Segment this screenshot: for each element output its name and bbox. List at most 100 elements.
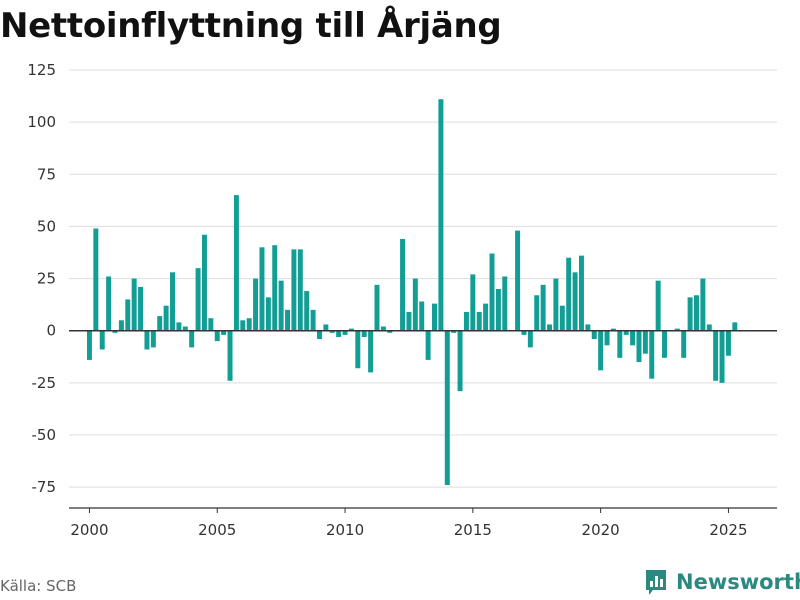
bar <box>553 278 559 331</box>
y-tick-label: -75 <box>32 478 57 496</box>
bar <box>578 255 584 331</box>
axes: -75 -50 -25 0 25 50 75 100 125 2000 2005 2010 2015 20… <box>27 61 777 539</box>
bar <box>610 328 616 331</box>
y-tick-label: 100 <box>27 113 56 131</box>
y-tick-label: 25 <box>37 270 56 288</box>
bar <box>253 278 259 331</box>
y-tick-label: 125 <box>27 61 56 79</box>
bar <box>316 330 322 340</box>
bar <box>598 330 604 371</box>
bar <box>534 295 540 331</box>
bar <box>700 278 706 331</box>
bar <box>285 309 291 331</box>
source-label: Källa: SCB <box>0 577 77 595</box>
bar <box>623 330 629 335</box>
bar <box>687 297 693 331</box>
bar <box>591 330 597 340</box>
bar <box>527 330 533 348</box>
bar <box>93 228 99 331</box>
bar <box>585 324 591 331</box>
x-tick-label: 2010 <box>326 521 364 539</box>
bar <box>725 330 731 356</box>
bar <box>233 195 239 331</box>
bar <box>291 249 297 331</box>
bar <box>681 330 687 358</box>
bar <box>157 316 163 331</box>
bar <box>451 330 457 333</box>
bars <box>86 99 738 486</box>
bar <box>189 330 195 348</box>
x-tick-label: 2005 <box>198 521 236 539</box>
newsworthy-icon <box>646 570 666 595</box>
bar <box>559 305 565 331</box>
brand-logo[interactable]: Newsworthy <box>644 568 800 596</box>
bar <box>361 330 367 337</box>
bar <box>131 278 137 331</box>
bar <box>106 276 112 331</box>
bar <box>265 297 271 331</box>
x-tick-label: 2000 <box>70 521 108 539</box>
bar <box>642 330 648 354</box>
bar <box>387 330 393 333</box>
bar <box>342 330 348 335</box>
bar <box>732 322 738 331</box>
bar <box>476 311 482 331</box>
gridlines <box>69 69 777 488</box>
bar <box>259 247 265 331</box>
bar <box>412 278 418 331</box>
bar <box>495 289 501 331</box>
bar <box>297 249 303 331</box>
bar <box>201 234 207 331</box>
bar <box>348 328 354 331</box>
bar <box>336 330 342 337</box>
bar <box>278 280 284 331</box>
bar <box>706 324 712 331</box>
x-tick-label: 2025 <box>709 521 747 539</box>
bar <box>150 330 156 348</box>
bar <box>240 320 246 331</box>
bar <box>304 291 310 331</box>
bar <box>310 309 316 331</box>
bar <box>444 330 450 486</box>
bar <box>329 330 335 333</box>
bar <box>272 245 278 331</box>
y-tick-label: 0 <box>46 322 56 340</box>
bar <box>662 330 668 358</box>
bar <box>636 330 642 362</box>
y-tick-label: 75 <box>37 165 56 183</box>
bar <box>374 284 380 331</box>
bar <box>540 284 546 331</box>
bar <box>463 311 469 331</box>
bar <box>246 318 252 331</box>
bar <box>125 299 131 331</box>
bar <box>221 330 227 335</box>
bar <box>489 253 495 331</box>
bar <box>380 326 386 331</box>
bar <box>604 330 610 346</box>
bar <box>144 330 150 350</box>
bar <box>483 303 489 331</box>
bar <box>170 272 175 331</box>
bar <box>182 326 188 331</box>
bar <box>419 301 425 331</box>
chart-title: Nettoinflyttning till Årjäng <box>0 6 502 46</box>
bar <box>323 324 329 331</box>
bar <box>457 330 463 392</box>
bar <box>521 330 527 335</box>
x-tick-label: 2020 <box>582 521 620 539</box>
bar <box>163 305 169 331</box>
bar <box>368 330 374 373</box>
bar <box>438 99 444 331</box>
y-tick-label: -25 <box>32 374 57 392</box>
bar <box>572 272 578 331</box>
bar <box>502 276 508 331</box>
bar <box>674 328 680 331</box>
bar <box>195 268 201 331</box>
bar <box>694 295 699 331</box>
bar <box>406 311 412 331</box>
bar <box>138 286 144 331</box>
bar <box>566 257 572 331</box>
bar <box>432 303 437 331</box>
bar <box>355 330 361 369</box>
bar <box>214 330 220 342</box>
